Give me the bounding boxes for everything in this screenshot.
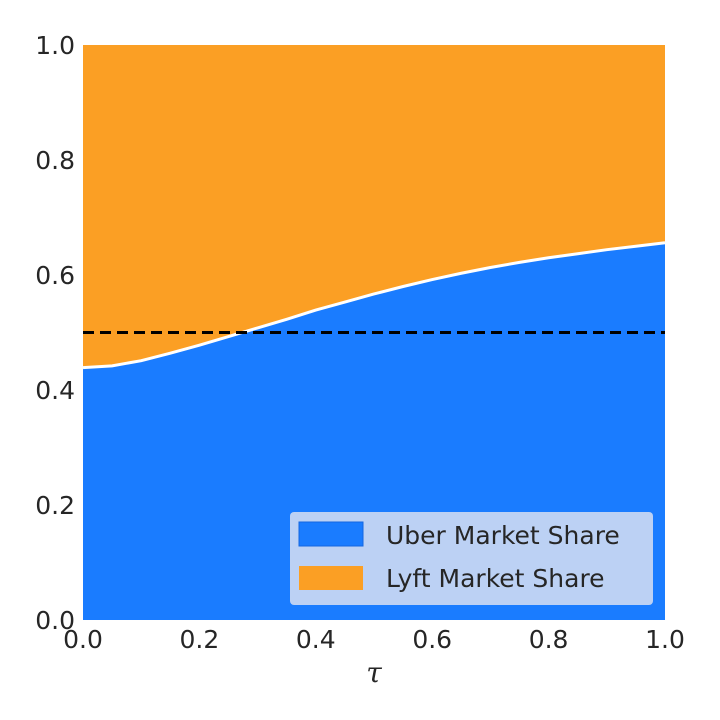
share-boundary-line <box>82 241 666 370</box>
legend-background <box>290 512 653 605</box>
y-tick-label: 0.6 <box>35 261 75 290</box>
y-tick-label: 0.8 <box>35 146 75 175</box>
x-tick-label: 0.8 <box>529 625 569 654</box>
legend-label-lyft: Lyft Market Share <box>386 564 605 593</box>
x-tick-label: 0.4 <box>296 625 336 654</box>
legend-swatch-lyft <box>299 566 363 590</box>
y-tick-label: 0.0 <box>35 606 75 635</box>
y-tick-label: 1.0 <box>35 31 75 60</box>
x-tick-label: 1.0 <box>645 625 685 654</box>
x-tick-label: 0.2 <box>180 625 220 654</box>
legend-label-uber: Uber Market Share <box>386 521 620 550</box>
legend-swatch-uber <box>298 521 364 547</box>
x-tick-label: 0.0 <box>63 625 103 654</box>
x-tick-label: 0.6 <box>412 625 452 654</box>
axis-ticks: 0.0 0.2 0.4 0.6 0.8 1.0 0.0 0.2 0.4 0.6 0.8 1.0 <box>35 31 685 654</box>
legend: Uber Market Share Lyft Market Share <box>290 512 653 605</box>
y-tick-label: 0.2 <box>35 491 75 520</box>
lyft-share-area <box>83 45 665 368</box>
y-tick-label: 0.4 <box>35 376 75 405</box>
x-axis-label: τ <box>366 656 382 689</box>
